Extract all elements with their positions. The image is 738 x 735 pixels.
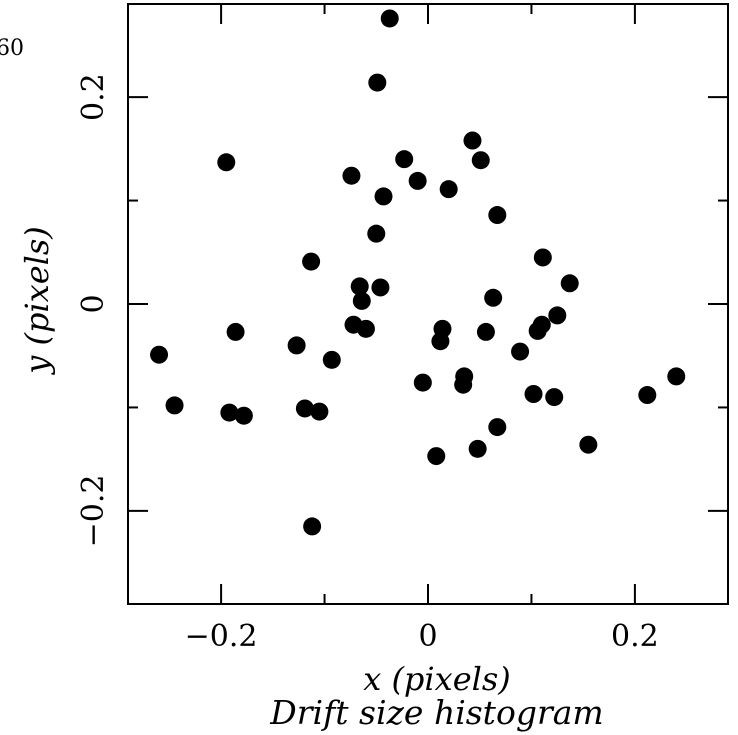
data-point (511, 342, 530, 361)
data-point (488, 418, 507, 437)
data-point (368, 73, 387, 92)
data-point (439, 180, 458, 199)
data-point (548, 306, 567, 325)
data-point (234, 406, 253, 425)
x-tick-label: −0.2 (185, 619, 258, 654)
data-point (524, 385, 543, 403)
data-point (471, 151, 490, 170)
data-point (579, 435, 598, 454)
data-point (431, 332, 450, 351)
x-tick-label: 0 (418, 619, 437, 654)
data-point (352, 291, 371, 310)
plot-frame (127, 3, 729, 605)
data-point (476, 322, 495, 341)
y-tick-label: −0.2 (76, 474, 111, 547)
data-point (302, 252, 321, 271)
data-point (322, 350, 341, 369)
y-tick-label: 0 (76, 294, 111, 313)
data-point (310, 402, 329, 421)
data-point (560, 274, 579, 293)
data-point (484, 288, 503, 307)
data-point (374, 187, 393, 206)
y-axis-label: y (pixels) (18, 226, 56, 376)
data-point (350, 277, 369, 296)
data-points (150, 9, 686, 536)
data-point (380, 9, 399, 28)
data-point (165, 396, 184, 415)
data-point (220, 403, 239, 422)
data-point (342, 166, 361, 185)
data-point (217, 153, 236, 172)
data-point (427, 447, 446, 466)
data-point (667, 367, 686, 386)
chart-caption: Drift size histogram (269, 693, 603, 732)
data-point (638, 386, 657, 405)
x-tick-label: 0.2 (611, 619, 659, 654)
cropped-corner-text: 60 (0, 36, 24, 61)
x-axis-label: x (pixels) (363, 660, 511, 698)
data-point (533, 248, 552, 267)
data-point (463, 131, 482, 150)
data-point (303, 517, 322, 536)
data-point (287, 336, 306, 355)
data-point (413, 373, 432, 392)
data-point (545, 388, 564, 407)
data-point (356, 319, 375, 338)
data-point (371, 278, 390, 297)
data-point (468, 439, 487, 458)
data-point (226, 322, 245, 341)
data-point (367, 224, 386, 243)
data-point (488, 206, 507, 225)
data-point (528, 321, 547, 340)
axis-ticks: −0.2 0 0.2 −0.2 0 0.2 (76, 4, 728, 654)
data-point (150, 345, 169, 364)
data-point (295, 399, 314, 418)
y-tick-label: 0.2 (76, 73, 111, 121)
data-point (408, 171, 427, 190)
data-point (395, 150, 414, 169)
data-point (454, 375, 473, 394)
